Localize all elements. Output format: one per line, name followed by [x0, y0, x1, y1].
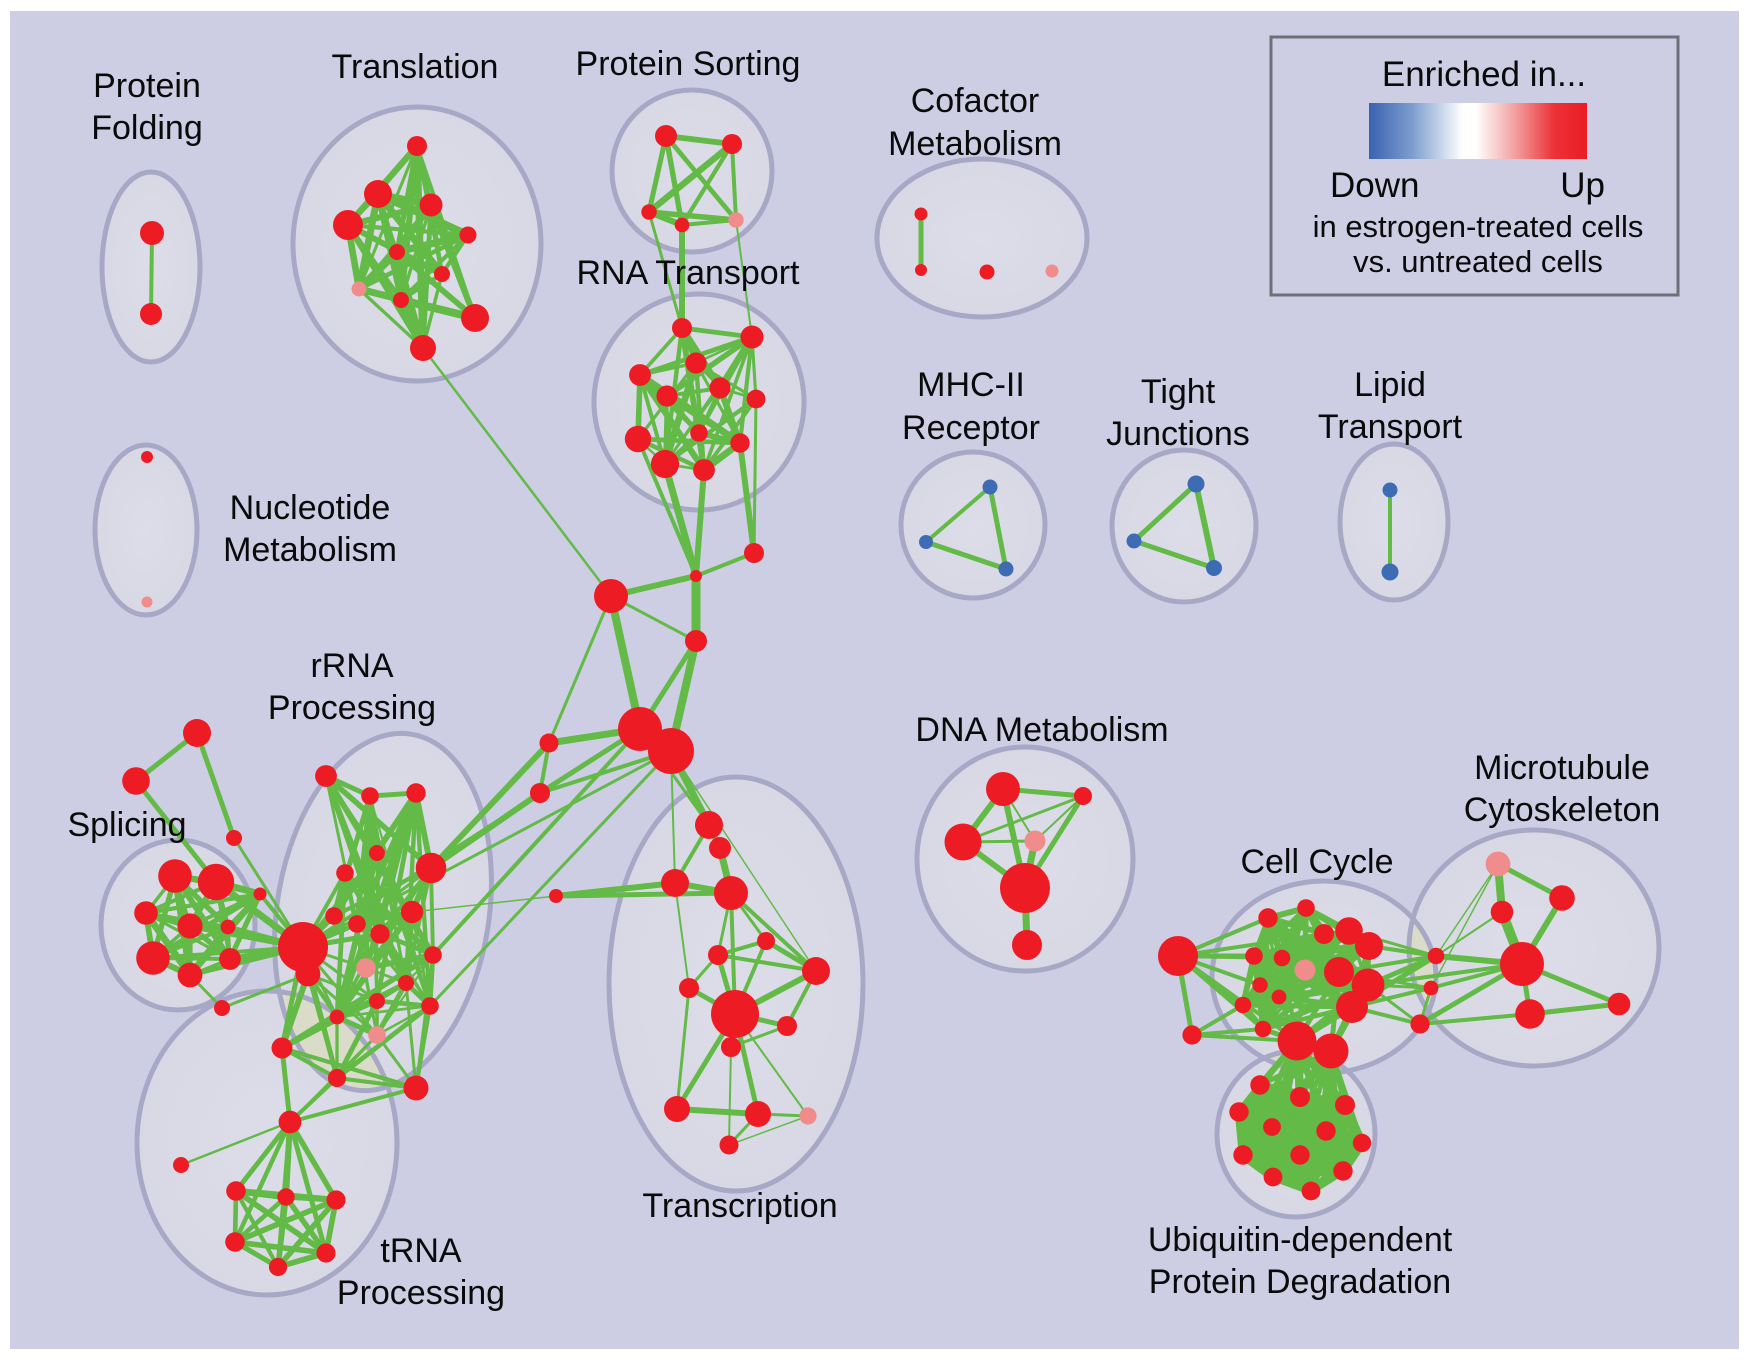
svg-text:in estrogen-treated cells: in estrogen-treated cells: [1313, 209, 1644, 244]
svg-text:Up: Up: [1560, 166, 1605, 205]
svg-text:Nucleotide: Nucleotide: [230, 489, 391, 527]
svg-text:rRNA: rRNA: [310, 647, 393, 685]
svg-text:MHC-II: MHC-II: [917, 366, 1025, 404]
svg-text:tRNA: tRNA: [380, 1232, 462, 1270]
svg-text:Transport: Transport: [1318, 408, 1463, 446]
svg-text:Folding: Folding: [91, 109, 203, 147]
svg-text:Processing: Processing: [268, 689, 436, 727]
svg-text:Lipid: Lipid: [1354, 366, 1426, 404]
svg-text:Tight: Tight: [1141, 373, 1216, 411]
svg-text:Enriched in...: Enriched in...: [1382, 55, 1586, 94]
svg-text:DNA Metabolism: DNA Metabolism: [915, 711, 1168, 749]
svg-text:Splicing: Splicing: [67, 806, 186, 844]
svg-text:Down: Down: [1330, 166, 1419, 205]
svg-text:Metabolism: Metabolism: [888, 125, 1062, 163]
svg-text:Receptor: Receptor: [902, 409, 1040, 447]
svg-text:Microtubule: Microtubule: [1474, 749, 1650, 787]
svg-text:Cytoskeleton: Cytoskeleton: [1464, 791, 1661, 829]
svg-text:Processing: Processing: [337, 1274, 505, 1312]
svg-text:Translation: Translation: [332, 48, 499, 86]
svg-text:vs. untreated cells: vs. untreated cells: [1353, 244, 1603, 279]
svg-text:Transcription: Transcription: [642, 1187, 837, 1225]
svg-text:Protein: Protein: [93, 67, 201, 105]
svg-text:Cofactor: Cofactor: [911, 82, 1040, 120]
svg-text:Protein Degradation: Protein Degradation: [1149, 1263, 1451, 1301]
svg-text:Ubiquitin-dependent: Ubiquitin-dependent: [1148, 1221, 1453, 1259]
svg-text:Metabolism: Metabolism: [223, 531, 397, 569]
svg-text:Protein Sorting: Protein Sorting: [576, 45, 801, 83]
svg-text:Cell Cycle: Cell Cycle: [1240, 843, 1393, 881]
svg-text:Junctions: Junctions: [1106, 415, 1250, 453]
svg-text:RNA Transport: RNA Transport: [577, 254, 801, 292]
